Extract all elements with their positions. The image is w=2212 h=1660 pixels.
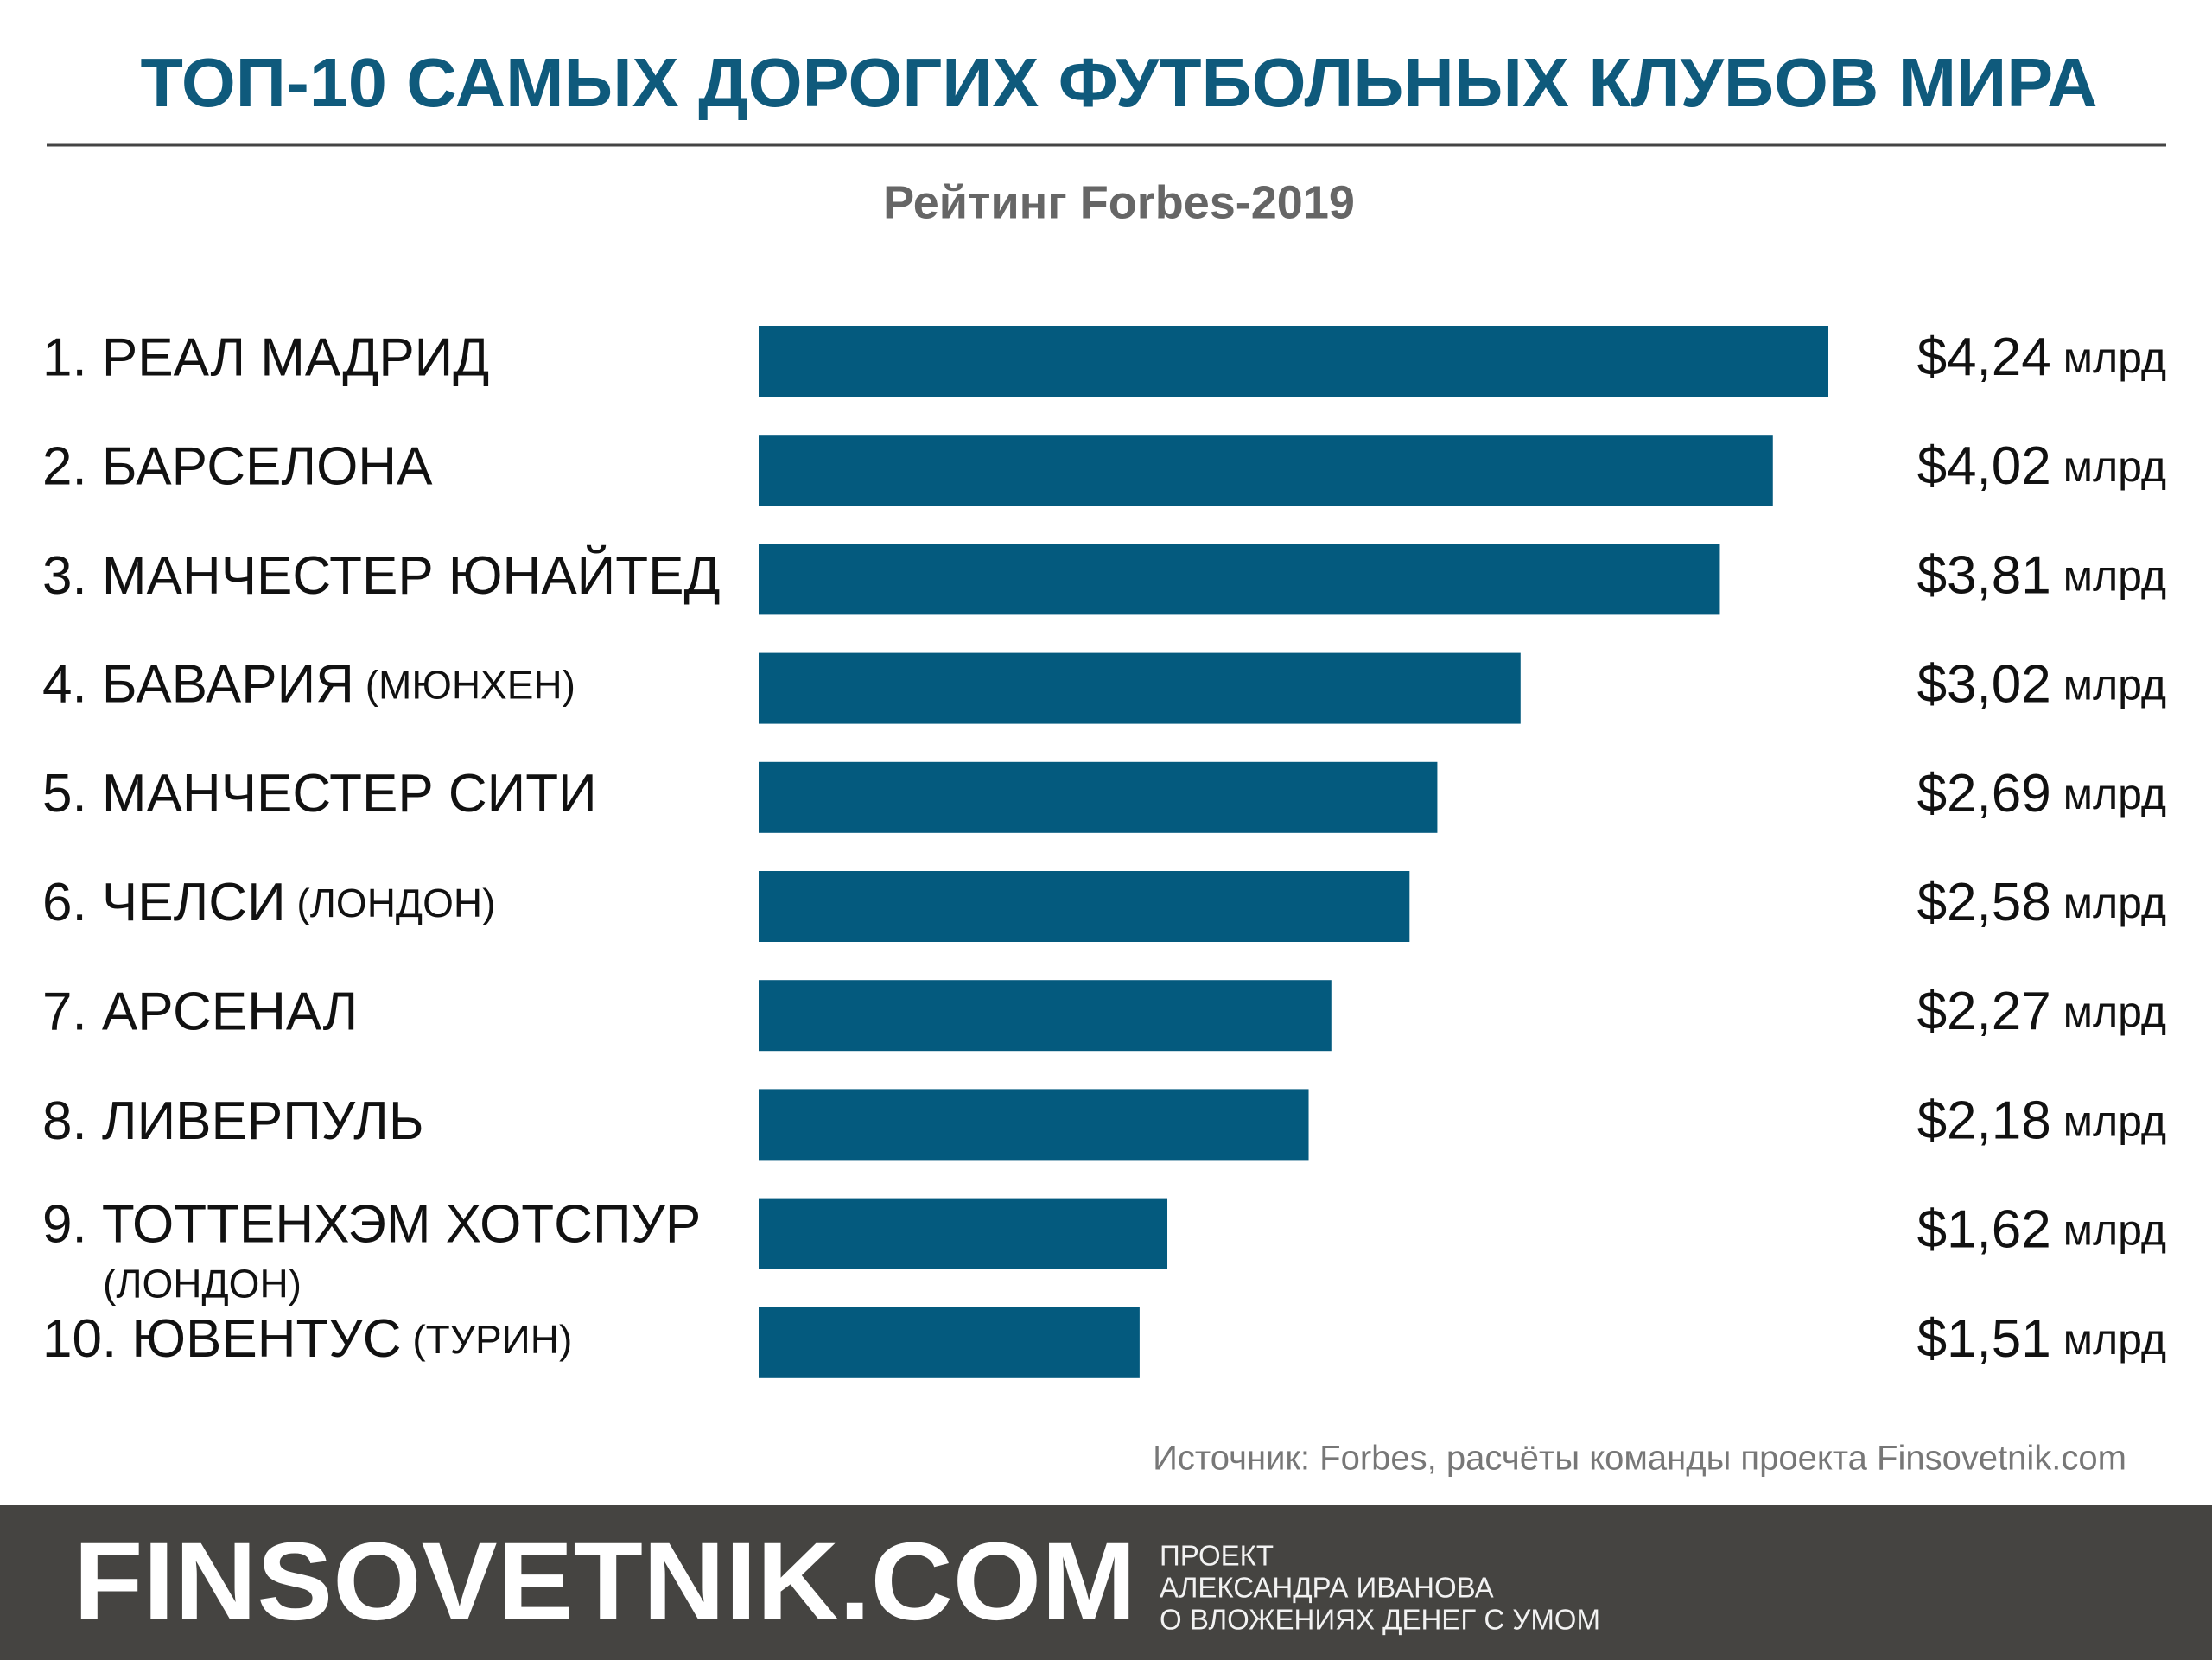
footer-line: АЛЕКСАНДРА ИВАНОВА — [1160, 1572, 1494, 1604]
category-label: 10. ЮВЕНТУС (ТУРИН) — [42, 1309, 572, 1369]
category-label: 3. МАНЧЕСТЕР ЮНАЙТЕД — [42, 545, 720, 606]
footer-brand: FINSOVETNIK.COM — [73, 1520, 1136, 1644]
bar — [759, 1307, 1140, 1378]
footer-band — [0, 1505, 2212, 1660]
category-label: 7. АРСЕНАЛ — [42, 983, 358, 1042]
bar — [759, 871, 1410, 942]
value-label: $4,02 млрд — [1917, 437, 2166, 497]
bar — [759, 980, 1332, 1052]
bar — [759, 326, 1828, 397]
value-label: $2,27 млрд — [1917, 983, 2166, 1042]
category-label: 2. БАРСЕЛОНА — [42, 437, 433, 497]
category-label: 4. БАВАРИЯ (МЮНХЕН) — [42, 655, 575, 715]
bar — [759, 544, 1720, 615]
bar — [759, 652, 1521, 724]
category-label: 6. ЧЕЛСИ (ЛОНДОН) — [42, 873, 495, 932]
chart-subtitle: Рейтинг Forbes-2019 — [883, 176, 1355, 228]
value-label: $2,18 млрд — [1917, 1091, 2166, 1151]
value-label: $2,69 млрд — [1917, 764, 2166, 824]
value-label: $4,24 млрд — [1917, 328, 2166, 387]
value-label: $3,02 млрд — [1917, 655, 2166, 715]
bar — [759, 1198, 1168, 1269]
category-label: 5. МАНЧЕСТЕР СИТИ — [42, 764, 597, 824]
value-label: $2,58 млрд — [1917, 873, 2166, 932]
value-label: $1,62 млрд — [1917, 1200, 2166, 1260]
footer-line: О ВЛОЖЕНИЯХ ДЕНЕГ С УМОМ — [1160, 1604, 1600, 1636]
footer-line: ПРОЕКТ — [1160, 1540, 1274, 1572]
source-note: Источник: Forbes, расчёты команды проект… — [1153, 1440, 2126, 1478]
bar — [759, 1089, 1309, 1161]
bar — [759, 761, 1438, 833]
category-label: 8. ЛИВЕРПУЛЬ — [42, 1091, 424, 1151]
bar — [759, 435, 1773, 506]
category-label: 1. РЕАЛ МАДРИД — [42, 328, 489, 387]
value-label: $1,51 млрд — [1917, 1309, 2166, 1369]
value-label: $3,81 млрд — [1917, 546, 2166, 606]
chart-title: ТОП-10 САМЫХ ДОРОГИХ ФУТБОЛЬНЫХ КЛУБОВ М… — [141, 44, 2098, 121]
category-label: 9. ТОТТЕНХЭМ ХОТСПУР (ЛОНДОН) — [42, 1195, 701, 1307]
